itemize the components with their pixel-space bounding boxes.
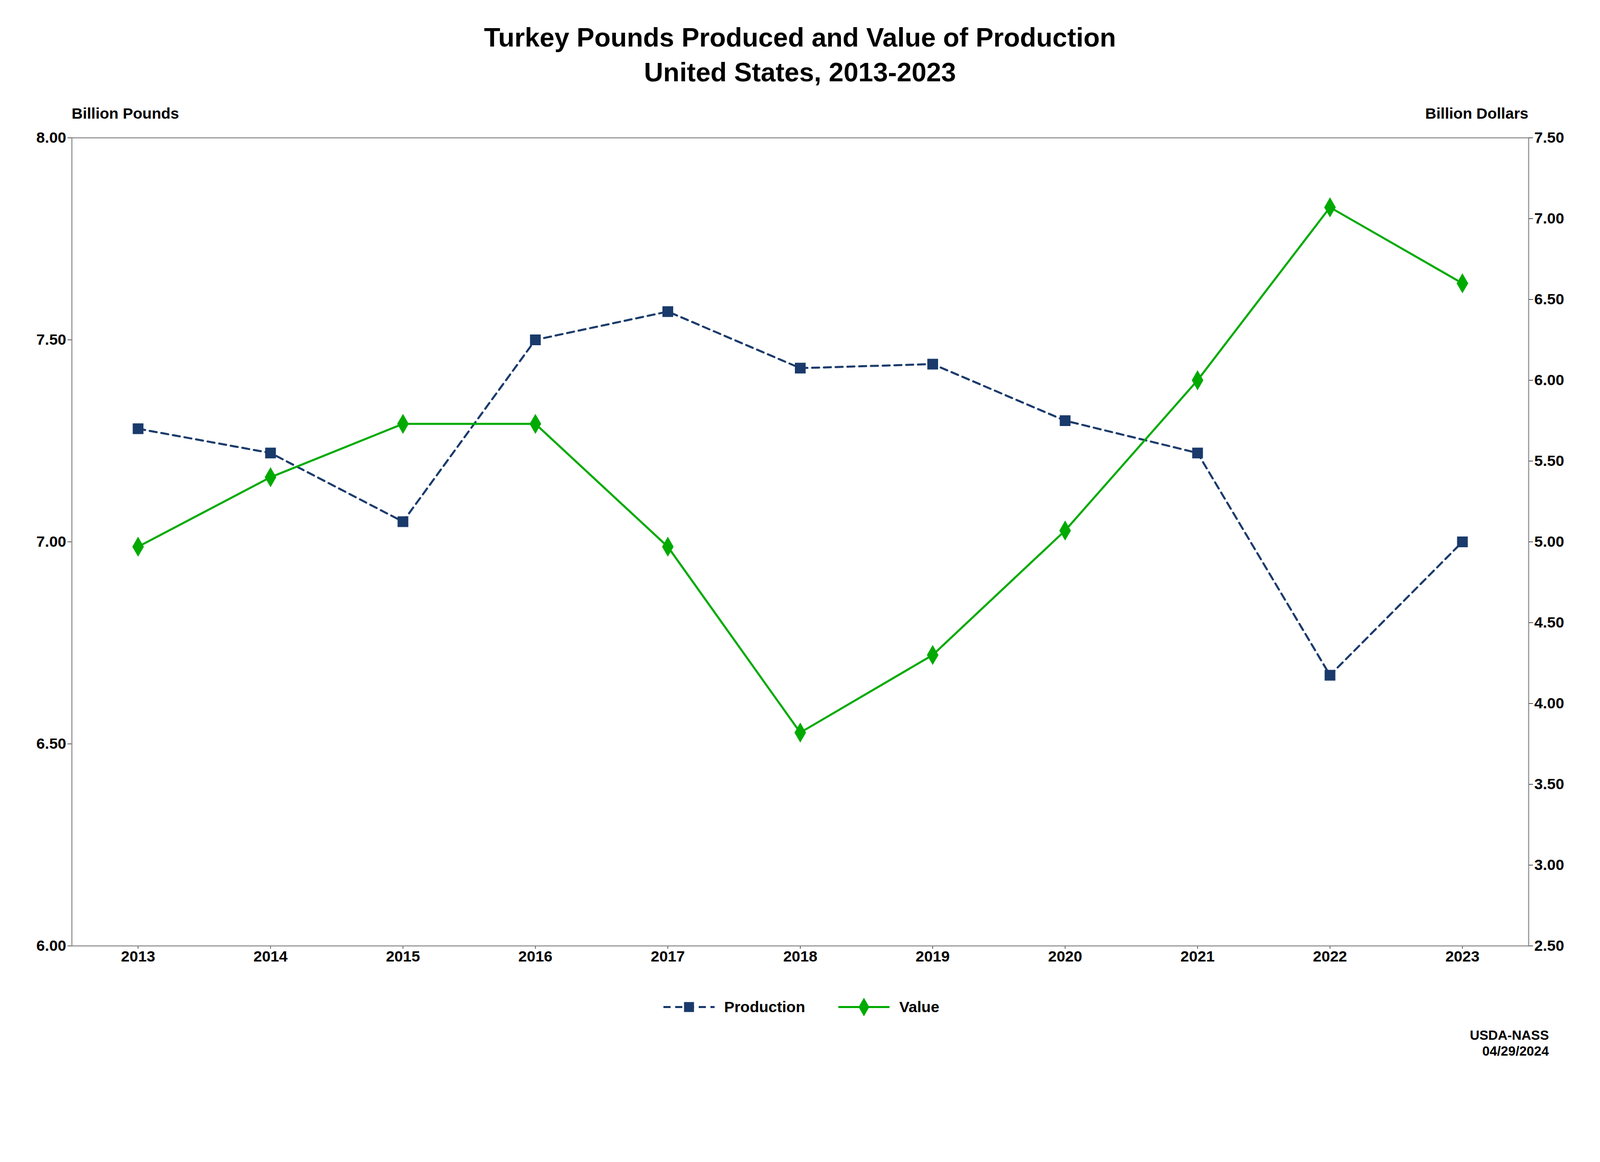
svg-text:2016: 2016 (518, 947, 553, 965)
svg-text:2014: 2014 (253, 947, 288, 965)
svg-text:7.50: 7.50 (36, 330, 66, 348)
svg-text:5.00: 5.00 (1534, 532, 1565, 550)
svg-text:2022: 2022 (1313, 947, 1348, 965)
html-text:Billion Pounds: Billion Pounds (71, 104, 180, 122)
svg-text:7.50: 7.50 (1534, 128, 1565, 146)
html-text:USDA-NASS 04/29/2024: USDA-NASS 04/29/2024 (1469, 1027, 1549, 1059)
svg-text:4.00: 4.00 (1534, 694, 1565, 712)
svg-text:2020: 2020 (1048, 947, 1083, 965)
svg-text:2019: 2019 (915, 947, 950, 965)
html-text:United States, 2013-2023: United States, 2013-2023 (644, 57, 956, 87)
svg-text:3.50: 3.50 (1534, 775, 1565, 793)
svg-text:2015: 2015 (385, 947, 420, 965)
svg-text:6.50: 6.50 (1534, 290, 1565, 308)
html-text:Billion Dollars: Billion Dollars (1425, 104, 1529, 122)
svg-text:7.00: 7.00 (36, 532, 66, 550)
svg-text:7.00: 7.00 (1534, 209, 1565, 227)
svg-text:2013: 2013 (121, 947, 156, 965)
svg-text:6.00: 6.00 (36, 937, 66, 954)
html-text:Production: Production (724, 998, 806, 1016)
svg-text:3.00: 3.00 (1534, 856, 1565, 874)
svg-text:2023: 2023 (1445, 947, 1480, 965)
svg-text:2.50: 2.50 (1534, 937, 1565, 954)
html-text:Value: Value (899, 998, 940, 1016)
svg-text:6.00: 6.00 (1534, 371, 1565, 389)
svg-text:2021: 2021 (1180, 947, 1215, 965)
svg-text:2018: 2018 (783, 947, 818, 965)
svg-text:8.00: 8.00 (36, 128, 66, 146)
svg-text:6.50: 6.50 (36, 735, 66, 752)
html-text:Turkey Pounds Produced and Val: Turkey Pounds Produced and Value of Prod… (483, 22, 1117, 53)
svg-text:4.50: 4.50 (1534, 613, 1565, 631)
svg-text:5.50: 5.50 (1534, 452, 1565, 470)
svg-text:2017: 2017 (650, 947, 685, 965)
